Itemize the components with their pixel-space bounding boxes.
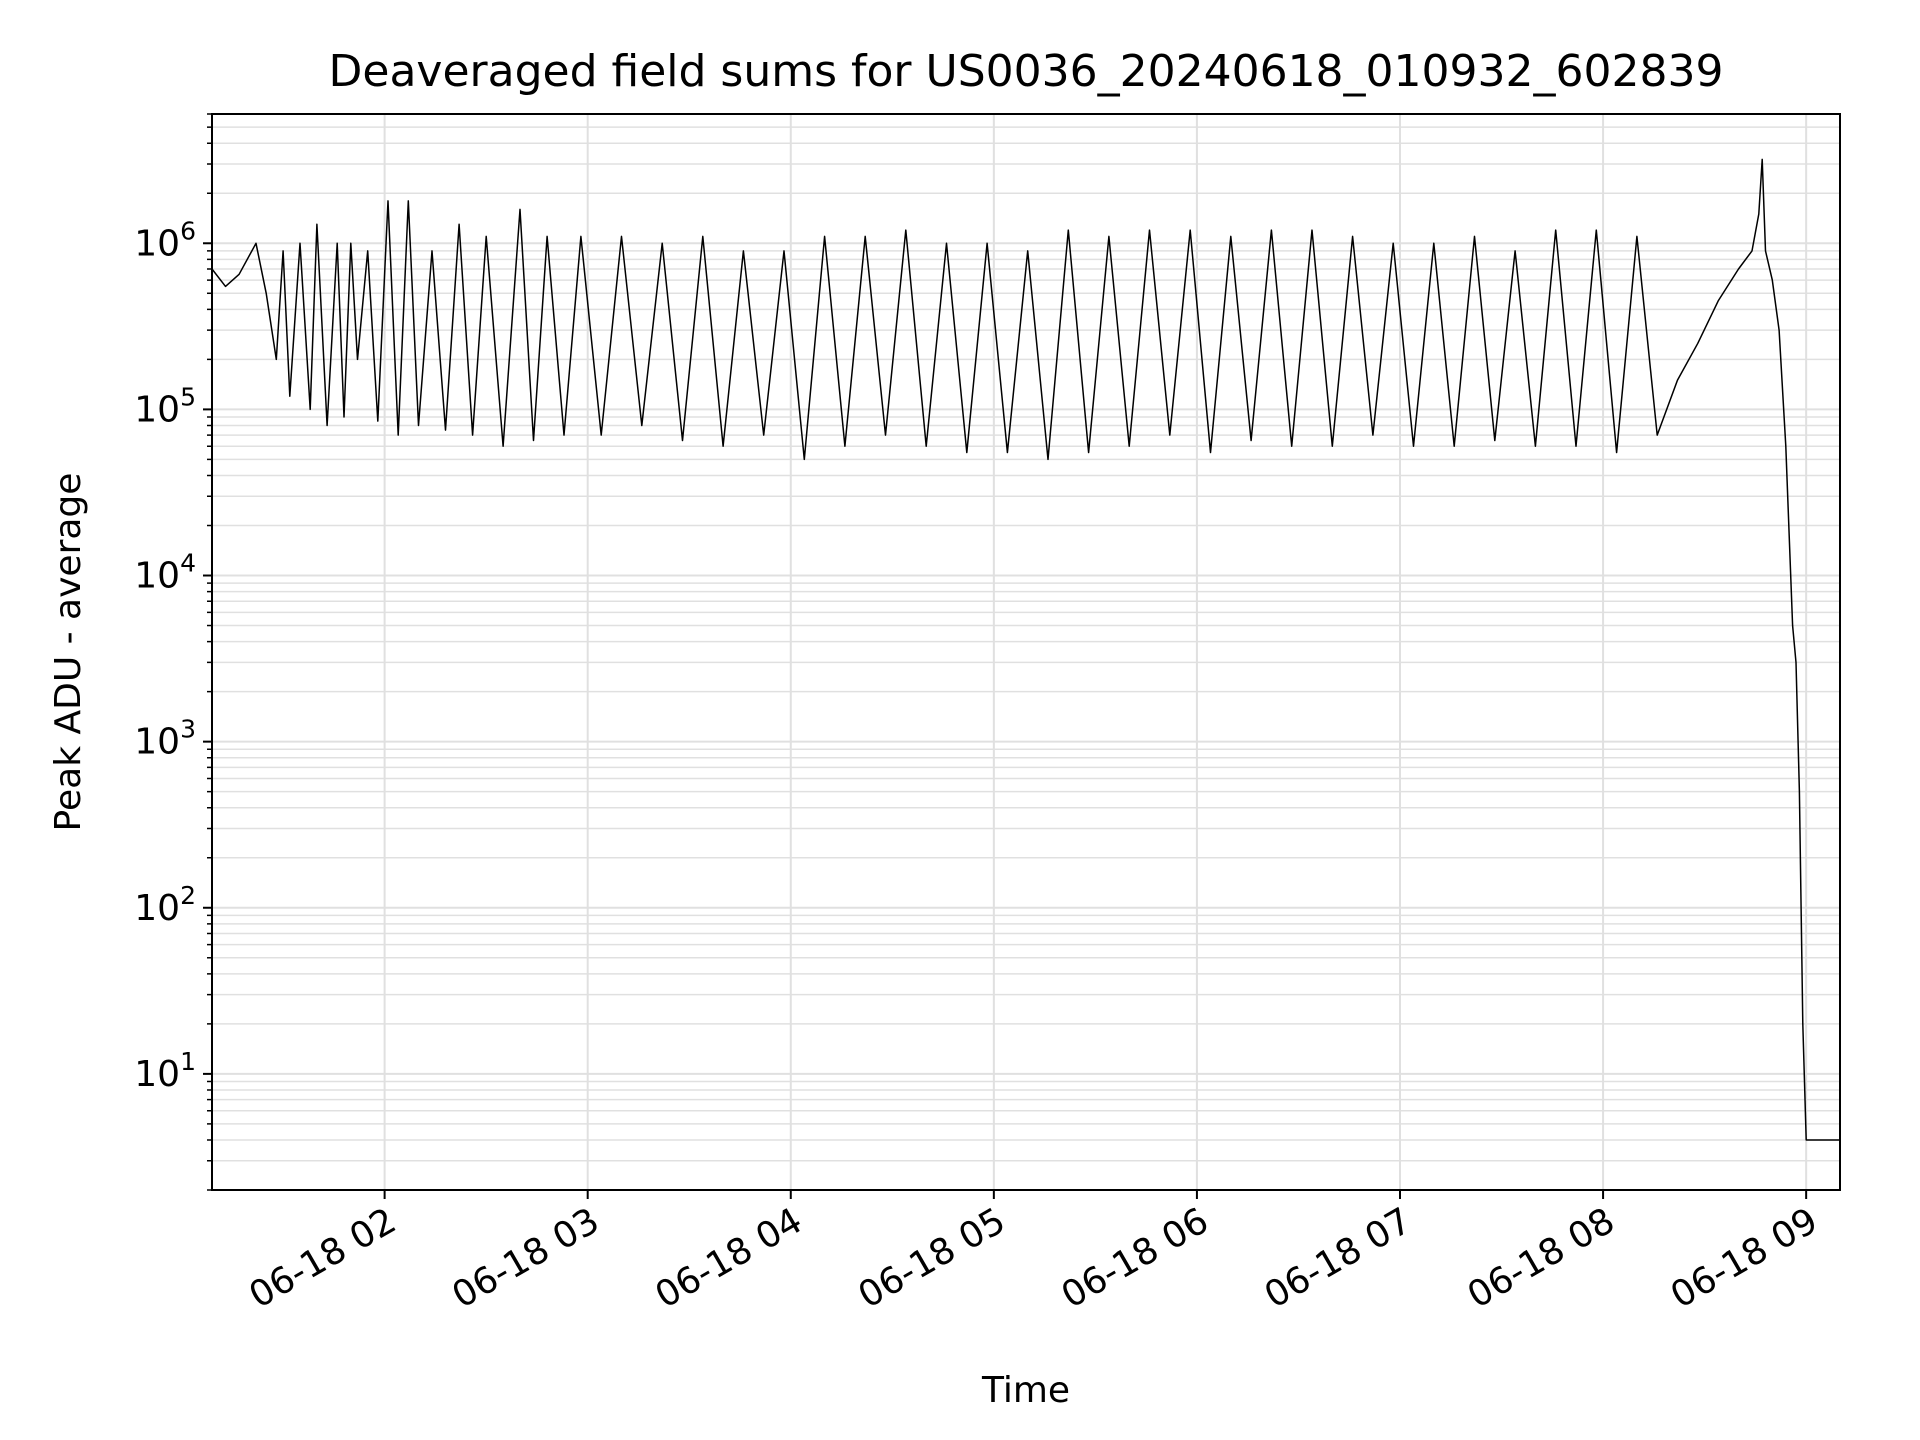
y-tick-label: 103: [134, 715, 196, 763]
x-axis-label: Time: [981, 1370, 1070, 1411]
y-axis: 101 102 103 104 105 106: [134, 216, 212, 1095]
chart-title: Deaveraged field sums for US0036_2024061…: [329, 46, 1724, 97]
y-axis-label: Peak ADU - average: [48, 473, 89, 832]
y-tick-label: 106: [134, 216, 196, 264]
y-tick-label: 101: [134, 1047, 196, 1095]
y-tick-label: 102: [134, 881, 196, 929]
y-tick-label: 104: [134, 549, 196, 597]
series-layer: [211, 158, 1840, 1141]
y-tick-label: 105: [134, 382, 196, 430]
grid: [212, 113, 1840, 1191]
plot-frame: [211, 113, 1841, 1191]
series-line-1: [211, 158, 1840, 1141]
